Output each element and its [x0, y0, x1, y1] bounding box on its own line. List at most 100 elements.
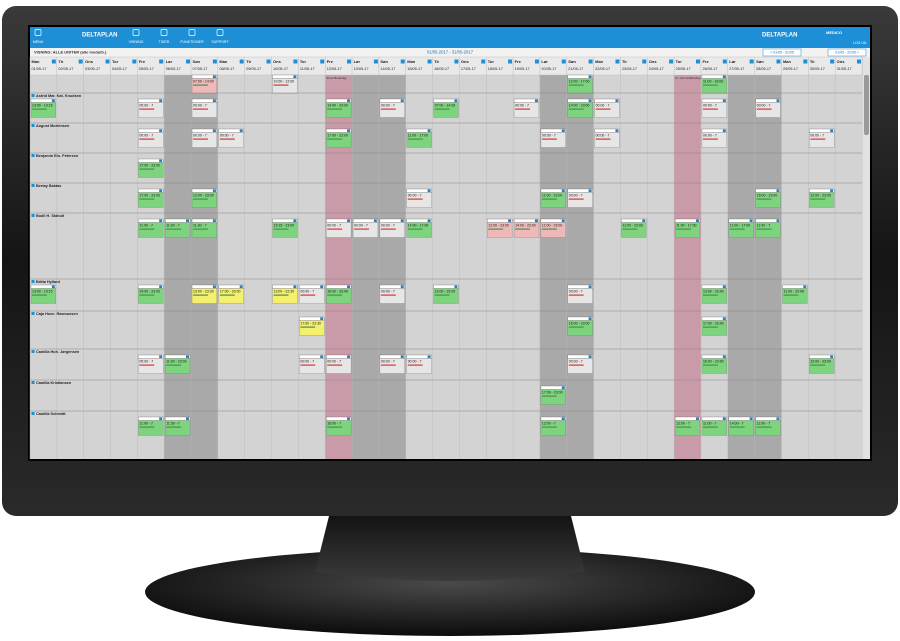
shift-block[interactable]	[299, 358, 325, 374]
menu-icon[interactable]	[132, 29, 140, 36]
day-add[interactable]	[427, 59, 432, 64]
shift-block[interactable]	[218, 288, 244, 304]
shift-block[interactable]	[513, 222, 540, 238]
shift-block[interactable]	[540, 192, 566, 208]
shift-block[interactable]	[540, 389, 566, 405]
day-add[interactable]	[400, 59, 405, 64]
shift-block[interactable]	[326, 288, 352, 304]
shift-block[interactable]	[594, 132, 620, 148]
shift-block[interactable]	[138, 102, 164, 118]
shift-block[interactable]	[809, 358, 835, 374]
day-add[interactable]	[454, 59, 459, 64]
day-add[interactable]	[51, 59, 56, 64]
row-icon[interactable]	[31, 312, 35, 315]
day-add[interactable]	[159, 59, 164, 64]
shift-block[interactable]	[755, 192, 781, 208]
shift-block[interactable]	[299, 288, 325, 304]
shift-block[interactable]	[379, 358, 405, 374]
nav-prev[interactable]: < 01/05 - 31/05	[770, 50, 794, 54]
shift-block[interactable]	[352, 222, 379, 238]
day-add[interactable]	[186, 59, 191, 64]
shift-block[interactable]	[272, 222, 298, 238]
shift-block[interactable]	[406, 132, 432, 148]
day-add[interactable]	[615, 59, 620, 64]
shift-block[interactable]	[755, 420, 781, 436]
day-add[interactable]	[561, 59, 566, 64]
nav-prev-btn[interactable]	[762, 48, 802, 57]
day-add[interactable]	[481, 59, 486, 64]
menu-item[interactable]: VISNING	[129, 40, 144, 44]
shift-block[interactable]	[513, 102, 540, 118]
shift-block[interactable]	[30, 102, 56, 118]
day-add[interactable]	[642, 59, 647, 64]
menu-item[interactable]: TIDER	[159, 40, 170, 44]
day-add[interactable]	[347, 59, 352, 64]
shift-block[interactable]	[487, 222, 513, 238]
day-add[interactable]	[857, 59, 861, 64]
shift-block[interactable]	[138, 222, 164, 238]
day-add[interactable]	[803, 59, 808, 64]
shift-block[interactable]	[299, 320, 325, 336]
day-add[interactable]	[132, 59, 137, 64]
shift-block[interactable]	[433, 288, 459, 304]
shift-block[interactable]	[755, 222, 781, 238]
day-add[interactable]	[749, 59, 754, 64]
nav-next-btn[interactable]	[827, 48, 867, 57]
shift-block[interactable]	[138, 420, 164, 436]
shift-block[interactable]	[540, 132, 566, 148]
shift-block[interactable]	[30, 288, 56, 304]
shift-block[interactable]	[674, 222, 701, 238]
shift-block[interactable]	[728, 222, 754, 238]
day-add[interactable]	[534, 59, 539, 64]
day-add[interactable]	[266, 59, 271, 64]
shift-block[interactable]	[326, 358, 352, 374]
row-icon[interactable]	[31, 94, 35, 97]
shift-block[interactable]	[728, 420, 754, 436]
shift-block[interactable]	[567, 358, 593, 374]
shift-block[interactable]	[755, 102, 781, 118]
shift-block[interactable]	[567, 288, 593, 304]
shift-block[interactable]	[433, 102, 459, 118]
shift-block[interactable]	[379, 288, 405, 304]
row-icon[interactable]	[31, 124, 35, 127]
shift-block[interactable]	[674, 420, 701, 436]
shift-block[interactable]	[218, 132, 244, 148]
day-add[interactable]	[722, 59, 727, 64]
shift-block[interactable]	[272, 288, 298, 304]
shift-block[interactable]	[594, 102, 620, 118]
menu-icon[interactable]	[34, 29, 42, 36]
shift-block[interactable]	[272, 78, 298, 94]
shift-block[interactable]	[165, 358, 191, 374]
shift-block[interactable]	[809, 132, 835, 148]
shift-block[interactable]	[138, 358, 164, 374]
day-add[interactable]	[776, 59, 781, 64]
menu-icon[interactable]	[188, 29, 196, 36]
shift-block[interactable]	[406, 222, 432, 238]
scroll-thumb[interactable]	[864, 75, 869, 135]
shift-block[interactable]	[621, 222, 647, 238]
shift-block[interactable]	[191, 78, 218, 94]
row-icon[interactable]	[31, 350, 35, 353]
shift-block[interactable]	[138, 288, 164, 304]
menu-icon[interactable]	[160, 29, 168, 36]
shift-block[interactable]	[809, 192, 835, 208]
shift-block[interactable]	[701, 78, 727, 94]
day-add[interactable]	[669, 59, 674, 64]
day-add[interactable]	[105, 59, 110, 64]
day-add[interactable]	[373, 59, 378, 64]
shift-block[interactable]	[326, 102, 352, 118]
row-icon[interactable]	[31, 184, 35, 187]
day-add[interactable]	[212, 59, 217, 64]
shift-block[interactable]	[701, 320, 727, 336]
row-icon[interactable]	[31, 280, 35, 283]
shift-block[interactable]	[701, 288, 727, 304]
shift-block[interactable]	[326, 222, 352, 238]
shift-block[interactable]	[138, 162, 164, 178]
shift-block[interactable]	[540, 420, 566, 436]
shift-block[interactable]	[567, 78, 593, 94]
row-icon[interactable]	[31, 214, 35, 217]
shift-block[interactable]	[701, 420, 727, 436]
day-add[interactable]	[508, 59, 513, 64]
day-add[interactable]	[320, 59, 325, 64]
shift-block[interactable]	[379, 102, 405, 118]
